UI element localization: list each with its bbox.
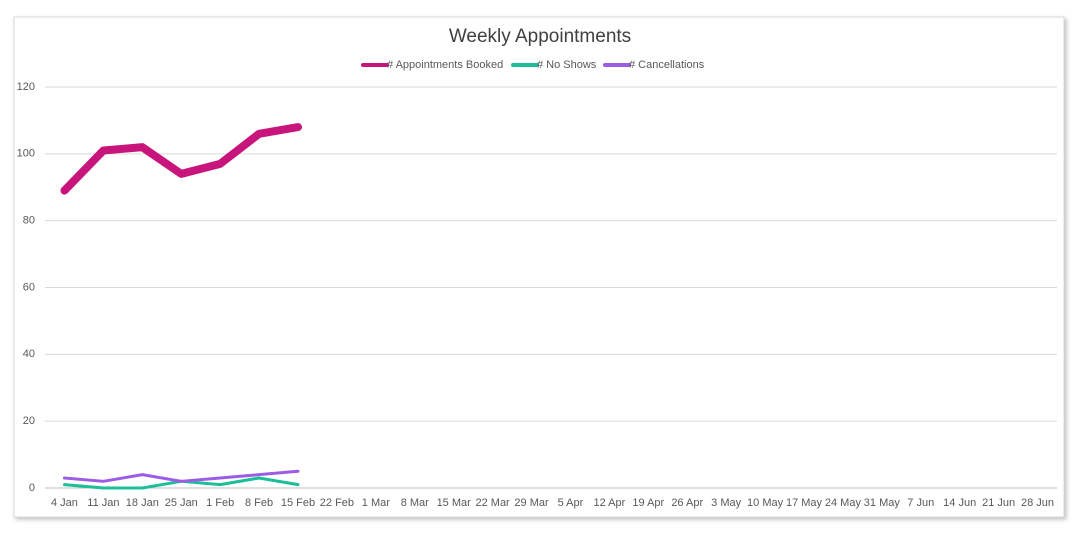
- y-tick-label: 60: [23, 281, 35, 293]
- x-tick-label: 5 Apr: [558, 497, 584, 509]
- y-tick-label: 40: [23, 348, 35, 360]
- x-tick-label: 15 Feb: [281, 497, 315, 509]
- x-tick-label: 28 Jun: [1021, 497, 1054, 509]
- x-tick-label: 10 May: [747, 497, 784, 509]
- x-tick-label: 31 May: [864, 497, 901, 509]
- x-tick-label: 19 Apr: [632, 497, 664, 509]
- x-tick-label: 3 May: [711, 497, 741, 509]
- x-tick-label: 11 Jan: [87, 497, 119, 509]
- legend-label: # Appointments Booked: [387, 59, 503, 71]
- x-tick-label: 7 Jun: [907, 497, 934, 509]
- x-tick-label: 22 Feb: [320, 497, 354, 509]
- x-tick-label: 17 May: [786, 497, 823, 509]
- chart-title: Weekly Appointments: [449, 26, 631, 47]
- y-tick-label: 0: [29, 482, 35, 494]
- x-tick-label: 18 Jan: [126, 497, 159, 509]
- x-tick-label: 8 Mar: [401, 497, 429, 509]
- x-tick-label: 12 Apr: [593, 497, 625, 509]
- y-tick-label: 120: [17, 81, 35, 93]
- x-tick-label: 29 Mar: [514, 497, 549, 509]
- x-tick-label: 21 Jun: [982, 497, 1015, 509]
- x-tick-label: 15 Mar: [437, 497, 472, 509]
- series-line: [62, 469, 300, 483]
- x-tick-label: 26 Apr: [671, 497, 703, 509]
- chart-frame: [13, 16, 1065, 518]
- x-tick-label: 1 Feb: [206, 497, 234, 509]
- legend-label: # No Shows: [537, 59, 597, 71]
- legend-label: # Cancellations: [629, 59, 705, 71]
- x-tick-label: 14 Jun: [943, 497, 976, 509]
- x-tick-label: 4 Jan: [51, 497, 78, 509]
- x-tick-label: 1 Mar: [362, 497, 390, 509]
- y-tick-label: 20: [23, 415, 35, 427]
- x-tick-label: 24 May: [825, 497, 862, 509]
- series-line: [60, 123, 302, 195]
- x-tick-label: 8 Feb: [245, 497, 273, 509]
- y-tick-label: 80: [23, 215, 35, 227]
- x-tick-label: 22 Mar: [475, 497, 510, 509]
- y-tick-label: 100: [17, 148, 35, 160]
- x-tick-label: 25 Jan: [165, 497, 198, 509]
